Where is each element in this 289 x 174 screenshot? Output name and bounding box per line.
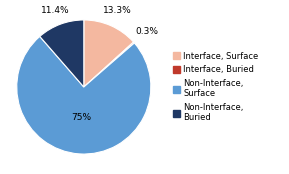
- Text: 75%: 75%: [72, 113, 92, 122]
- Wedge shape: [84, 20, 134, 87]
- Text: 0.3%: 0.3%: [135, 27, 158, 36]
- Legend: Interface, Surface, Interface, Buried, Non-Interface,
Surface, Non-Interface,
Bu: Interface, Surface, Interface, Buried, N…: [172, 51, 260, 123]
- Text: 13.3%: 13.3%: [103, 6, 132, 15]
- Wedge shape: [17, 36, 151, 154]
- Wedge shape: [40, 20, 84, 87]
- Wedge shape: [84, 42, 134, 87]
- Text: 11.4%: 11.4%: [41, 6, 69, 15]
